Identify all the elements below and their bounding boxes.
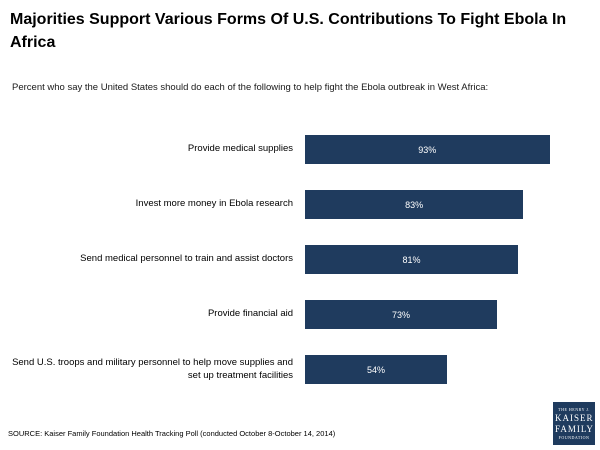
category-label: Provide financial aid <box>207 308 293 320</box>
bar: 73% <box>305 300 497 329</box>
value-label: 54% <box>367 364 386 375</box>
chart-row: Send U.S. troops and military personnel … <box>0 342 600 397</box>
source-note: SOURCE: Kaiser Family Foundation Health … <box>8 429 336 438</box>
bar-area: 83% <box>305 190 568 219</box>
page-title: Majorities Support Various Forms Of U.S.… <box>10 11 567 52</box>
bar-area: 93% <box>305 135 568 164</box>
chart-row: Invest more money in Ebola research 83% <box>0 177 600 232</box>
chart-row: Provide financial aid 73% <box>0 287 600 342</box>
value-label: 73% <box>391 309 410 320</box>
category-label: Send U.S. troops and military personnel … <box>12 356 293 381</box>
category-label: Send medical personnel to train and assi… <box>80 253 293 265</box>
bar-area: 73% <box>305 300 568 329</box>
chart-row: Provide medical supplies 93% <box>0 122 600 177</box>
bar-chart: Provide medical supplies 93% Invest more m… <box>0 122 600 397</box>
chart-row: Send medical personnel to train and assi… <box>0 232 600 287</box>
bar: 93% <box>305 135 550 164</box>
bar: 83% <box>305 190 524 219</box>
bar: 54% <box>305 355 448 384</box>
bar-area: 81% <box>305 245 568 274</box>
value-label: 93% <box>418 144 437 155</box>
logo-line-3: FAMILY <box>555 424 594 435</box>
bar-area: 54% <box>305 355 568 384</box>
value-label: 81% <box>402 254 421 265</box>
bar: 81% <box>305 245 519 274</box>
logo-line-4: FOUNDATION <box>558 435 590 441</box>
category-label: Provide medical supplies <box>187 143 293 155</box>
category-label: Invest more money in Ebola research <box>135 198 293 210</box>
kaiser-family-foundation-logo: THE HENRY J. KAISER FAMILY FOUNDATION <box>553 402 595 445</box>
value-label: 83% <box>405 199 424 210</box>
logo-line-1: THE HENRY J. <box>558 407 590 413</box>
logo-line-2: KAISER <box>555 412 594 423</box>
chart-subtitle: Percent who say the United States should… <box>12 82 489 93</box>
